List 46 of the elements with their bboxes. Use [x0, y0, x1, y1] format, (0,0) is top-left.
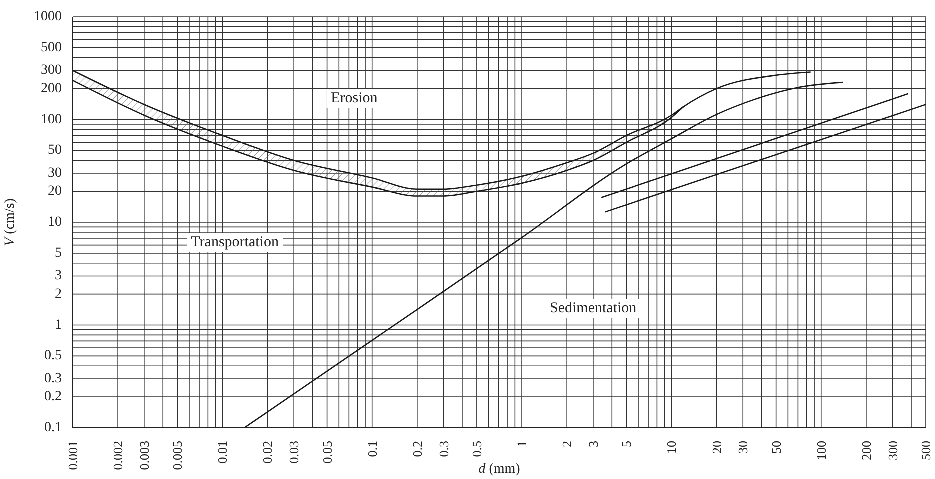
- x-tick-label: 50: [768, 441, 784, 454]
- annotation: Erosion: [327, 90, 382, 109]
- y-tick-label: 30: [48, 166, 62, 181]
- x-tick-label: 0.3: [436, 441, 452, 458]
- x-tick-label: 0.01: [215, 441, 230, 464]
- x-tick-label: 500: [918, 441, 934, 460]
- y-tick-label: 1000: [34, 10, 62, 24]
- y-axis-title: V (cm/s): [3, 198, 18, 246]
- annotation: Transportation: [187, 234, 283, 253]
- x-tick-label: 0.02: [260, 441, 276, 464]
- y-tick-label: 3: [55, 268, 62, 284]
- y-tick-label: 500: [41, 40, 62, 56]
- y-tick-label: 1: [55, 318, 62, 333]
- y-tick-label: 200: [41, 81, 62, 96]
- x-tick-label: 0.003: [136, 441, 152, 470]
- y-tick-label: 0.3: [44, 371, 62, 386]
- annotation: Sedimentation: [546, 299, 641, 318]
- x-axis-title: d (mm): [478, 462, 521, 477]
- x-tick-label: 0.002: [110, 441, 126, 470]
- x-tick-label: 20: [709, 441, 724, 454]
- y-tick-label: 10: [48, 215, 62, 230]
- y-tick-label: 300: [41, 63, 62, 78]
- x-tick-label: 0.2: [410, 441, 425, 458]
- x-tick-label: 0.05: [320, 441, 335, 464]
- y-tick-label: 0.2: [44, 390, 62, 405]
- x-tick-label: 100: [814, 441, 829, 460]
- x-tick-label: 0.001: [66, 441, 80, 470]
- y-tick-label: 20: [48, 184, 62, 200]
- y-tick-label: 0.1: [44, 420, 62, 436]
- x-tick-label: 0.005: [170, 441, 186, 470]
- x-tick-label: 1: [514, 441, 530, 448]
- x-tick-label: 0.03: [286, 441, 302, 464]
- x-tick-label: 200: [858, 441, 874, 460]
- x-tick-label: 0.1: [364, 441, 380, 458]
- x-tick-label: 2: [560, 441, 575, 448]
- x-tick-label: 0.5: [469, 441, 484, 458]
- x-tick-label: 3: [586, 441, 601, 448]
- x-tick-label: 10: [664, 441, 680, 454]
- y-tick-label: 0.5: [44, 348, 62, 364]
- y-tick-label: 5: [55, 246, 62, 261]
- x-tick-label: 30: [736, 441, 751, 454]
- y-tick-label: 50: [48, 143, 62, 158]
- x-tick-label: 300: [885, 441, 900, 460]
- y-tick-label: 100: [41, 112, 62, 128]
- y-tick-label: 2: [55, 286, 62, 302]
- x-tick-label: 5: [619, 441, 634, 448]
